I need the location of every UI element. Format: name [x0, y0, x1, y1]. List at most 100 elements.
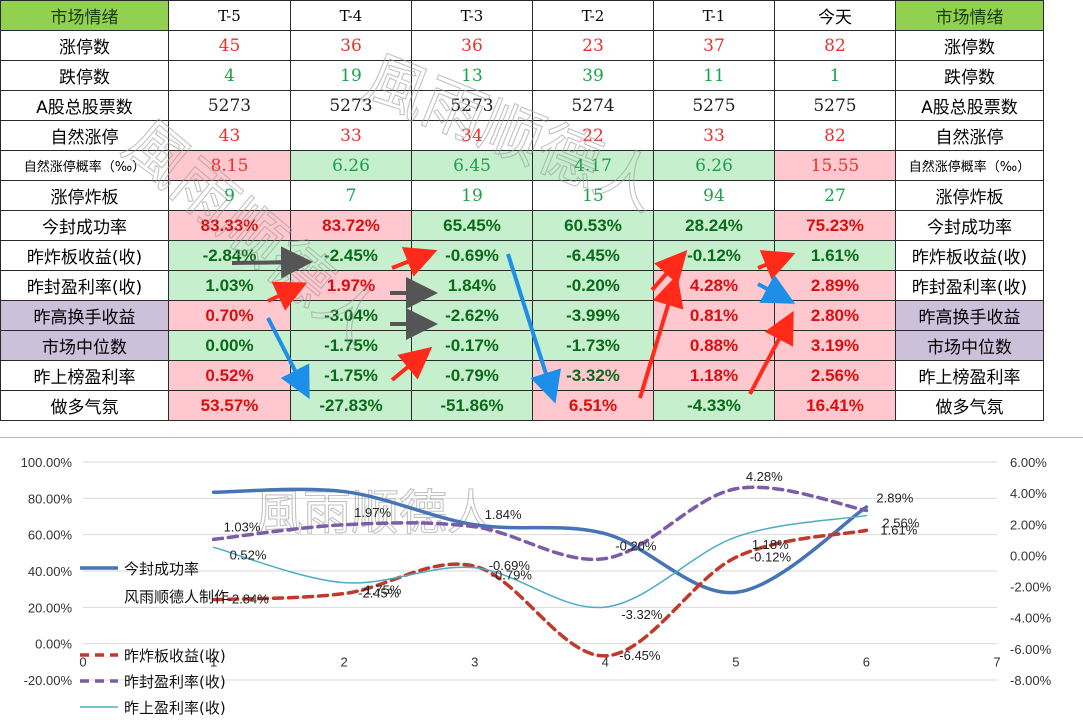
value-cell: 0.00%	[168, 330, 291, 361]
header-day-cell: T-3	[411, 0, 533, 31]
data-label: -0.20%	[615, 539, 657, 554]
row-label-left: 市场中位数	[0, 330, 169, 361]
value-cell: 28.24%	[653, 210, 775, 241]
header-day-cell: 今天	[774, 0, 896, 31]
value-cell: 0.81%	[653, 300, 775, 331]
value-cell: -51.86%	[411, 390, 533, 421]
right-tick-label: 0.00%	[1010, 548, 1047, 563]
row-label-right: 昨上榜盈利率	[895, 360, 1044, 391]
right-axis-ticks: 6.00% 4.00% 2.00% 0.00% -2.00% -4.00% -6.00% -8…	[1010, 455, 1052, 688]
value-cell: 4.28%	[653, 270, 775, 301]
header-label-cell: 市场情绪	[895, 0, 1044, 31]
table-row: 自然涨停概率（‰） 8.15 6.26 6.45 4.17 6.26 15.55 自然涨停概率…	[0, 150, 1044, 181]
legend-label: 昨封盈利率(收)	[124, 673, 226, 691]
table-row: 涨停数 45 36 36 23 37 82 涨停数	[0, 30, 1044, 61]
value-cell: -1.73%	[532, 330, 654, 361]
value-cell: 6.51%	[532, 390, 654, 421]
table-row: 跌停数 4 19 13 39 11 1 跌停数	[0, 60, 1044, 91]
table-row: 今封成功率 83.33% 83.72% 65.45% 60.53% 28.24% 75.23…	[0, 210, 1044, 241]
x-tick-label: 0	[79, 655, 86, 670]
value-cell: 83.72%	[290, 210, 412, 241]
right-tick-label: -4.00%	[1010, 611, 1052, 626]
value-cell: 4	[168, 60, 291, 91]
table-row: 自然涨停 43 33 34 22 33 82 自然涨停	[0, 120, 1044, 151]
data-label: -2.45%	[358, 586, 400, 601]
value-cell: -2.84%	[168, 240, 291, 271]
x-axis-ticks: 0 1 2 3 4 5 6 7	[79, 655, 1000, 670]
data-label: -1.75%	[360, 583, 402, 598]
data-label: 1.61%	[880, 522, 917, 537]
value-cell: 23	[532, 30, 654, 61]
value-cell: 1.18%	[653, 360, 775, 391]
series-line	[211, 487, 869, 595]
left-tick-label: 60.00%	[28, 528, 73, 543]
value-cell: -1.75%	[290, 330, 412, 361]
value-cell: 6.26	[290, 150, 412, 181]
line-chart: 100.00%80.00%60.00%40.00%20.00%0.00%-20.…	[0, 437, 1083, 717]
value-cell: 1	[774, 60, 896, 91]
right-tick-label: -8.00%	[1010, 673, 1052, 688]
table-row: 市场中位数 0.00% -1.75% -0.17% -1.73% 0.88% 3.19% 市场…	[0, 330, 1044, 361]
value-cell: 5273	[290, 90, 412, 121]
value-cell: 1.03%	[168, 270, 291, 301]
value-cell: 13	[411, 60, 533, 91]
value-cell: 53.57%	[168, 390, 291, 421]
data-label: -0.12%	[750, 549, 792, 564]
value-cell: 0.52%	[168, 360, 291, 391]
row-label-left: 昨高换手收益	[0, 300, 169, 331]
value-cell: -0.69%	[411, 240, 533, 271]
left-tick-label: 40.00%	[28, 564, 73, 579]
left-tick-label: 80.00%	[28, 491, 73, 506]
data-label: -0.69%	[489, 558, 531, 573]
table-header-row: 市场情绪 T-5 T-4 T-3 T-2 T-1 今天 市场情绪	[0, 0, 1044, 31]
row-label-right: 市场中位数	[895, 330, 1044, 361]
x-tick-label: 7	[993, 655, 1000, 670]
value-cell: 43	[168, 120, 291, 151]
value-cell: 60.53%	[532, 210, 654, 241]
chart-watermark: 風雨顺德人	[255, 485, 495, 541]
data-label: 1.03%	[224, 519, 261, 534]
series-line	[212, 514, 868, 609]
value-cell: 5275	[774, 90, 896, 121]
row-label-left: 跌停数	[0, 60, 169, 91]
table-row: 做多气氛 53.57% -27.83% -51.86% 6.51% -4.33% 16.41…	[0, 390, 1044, 421]
value-cell: 27	[774, 180, 896, 211]
value-cell: -1.75%	[290, 360, 412, 391]
x-tick-label: 5	[732, 655, 739, 670]
value-cell: 4.17	[532, 150, 654, 181]
legend-label: 今封成功率	[124, 560, 199, 578]
value-cell: 1.97%	[290, 270, 412, 301]
right-tick-label: 2.00%	[1010, 517, 1047, 532]
value-cell: 39	[532, 60, 654, 91]
row-label-right: 今封成功率	[895, 210, 1044, 241]
chart-data-labels: -2.84% -2.45% -0.69% -6.45% -0.12% 1.61% 1.03%…	[224, 469, 920, 663]
value-cell: -3.32%	[532, 360, 654, 391]
row-label-right: 涨停数	[895, 30, 1044, 61]
value-cell: -0.12%	[653, 240, 775, 271]
row-label-left: 涨停炸板	[0, 180, 169, 211]
value-cell: 6.45	[411, 150, 533, 181]
row-label-right: 昨高换手收益	[895, 300, 1044, 331]
value-cell: 75.23%	[774, 210, 896, 241]
row-label-left: 自然涨停概率（‰）	[0, 150, 169, 181]
value-cell: 94	[653, 180, 775, 211]
data-label: 1.97%	[354, 505, 391, 520]
header-day-cell: T-1	[653, 0, 775, 31]
header-day-cell: T-5	[168, 0, 291, 31]
header-label-cell: 市场情绪	[0, 0, 169, 31]
table-row: A股总股票数 5273 5273 5273 5274 5275 5275 A股总股票数	[0, 90, 1044, 121]
market-sentiment-table: 市场情绪 T-5 T-4 T-3 T-2 T-1 今天 市场情绪 涨停数 45 36 36 23 37 82…	[0, 0, 1044, 421]
data-label: 1.18%	[752, 537, 789, 552]
row-label-right: 跌停数	[895, 60, 1044, 91]
value-cell: -3.99%	[532, 300, 654, 331]
right-tick-label: 4.00%	[1010, 486, 1047, 501]
header-day-cell: T-4	[290, 0, 412, 31]
data-label: -6.45%	[619, 648, 661, 663]
value-cell: 19	[290, 60, 412, 91]
left-tick-label: 20.00%	[28, 600, 73, 615]
value-cell: 33	[653, 120, 775, 151]
table-row: 昨炸板收益(收) -2.84% -2.45% -0.69% -6.45% -0.12% 1.…	[0, 240, 1044, 271]
value-cell: 34	[411, 120, 533, 151]
left-tick-label: 100.00%	[21, 455, 73, 470]
